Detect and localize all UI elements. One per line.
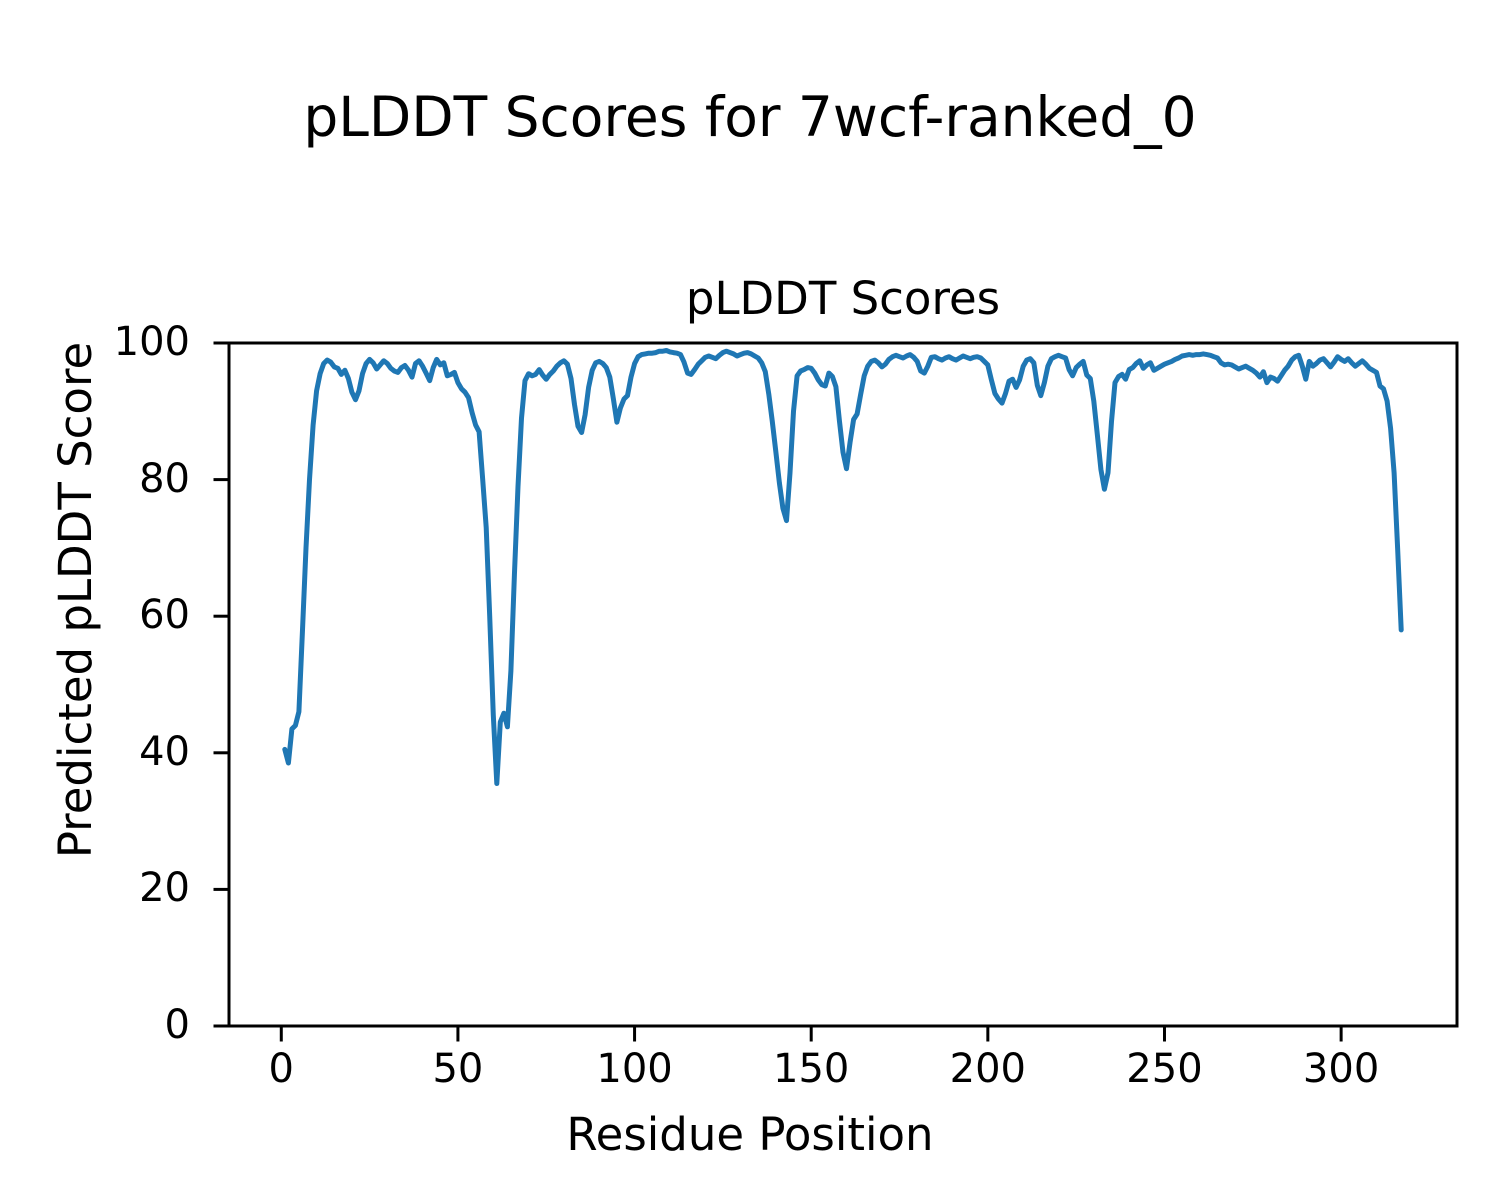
x-tick-label: 300 (1302, 1046, 1380, 1092)
x-axis-label: Residue Position (566, 1108, 934, 1161)
y-axis-label: Predicted pLDDT Score (49, 341, 102, 859)
plot-border (227, 341, 1459, 1028)
y-tick-label: 40 (139, 728, 190, 775)
y-tick-label: 0 (164, 1002, 190, 1048)
axes-title: pLDDT Scores (685, 272, 1001, 325)
plddt-line (282, 348, 1404, 786)
y-tick-label: 60 (139, 592, 190, 639)
x-tick-label: 250 (1126, 1046, 1203, 1092)
x-tick-label: 0 (268, 1046, 294, 1092)
x-tick-label: 50 (432, 1046, 484, 1092)
x-tick-label: 200 (949, 1046, 1027, 1092)
x-tick-label: 150 (773, 1046, 850, 1092)
y-tick-label: 80 (139, 455, 190, 502)
y-tick-label: 100 (113, 319, 190, 365)
y-tick-label: 20 (139, 865, 190, 912)
x-tick-label: 100 (596, 1046, 673, 1092)
figure-title: pLDDT Scores for 7wcf-ranked_0 (303, 85, 1197, 149)
